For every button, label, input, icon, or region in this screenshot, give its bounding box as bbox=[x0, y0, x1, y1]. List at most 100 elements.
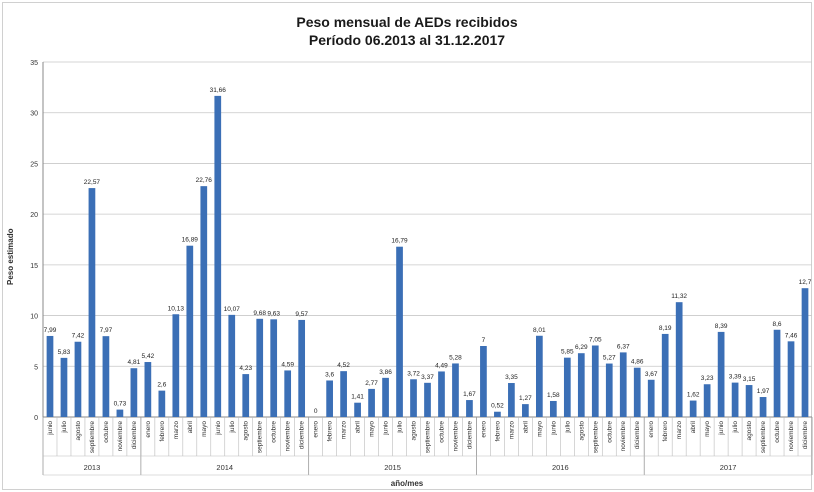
bar bbox=[647, 379, 655, 417]
bar bbox=[144, 362, 152, 417]
x-tick-label: abril bbox=[522, 420, 529, 433]
data-label: 9,68 bbox=[253, 310, 266, 317]
x-tick-label: junio bbox=[383, 421, 390, 436]
x-tick-label: febrero bbox=[327, 421, 334, 442]
bar bbox=[326, 380, 333, 417]
data-label: 7,05 bbox=[589, 336, 602, 343]
x-tick-label: enero bbox=[480, 421, 487, 438]
bar bbox=[577, 353, 585, 417]
x-tick-label: octubre bbox=[103, 421, 110, 443]
data-label: 6,37 bbox=[617, 343, 630, 350]
x-tick-label: abril bbox=[187, 420, 194, 433]
x-tick-label: julio bbox=[229, 421, 236, 434]
data-label: 3,15 bbox=[743, 376, 756, 383]
data-label: 4,52 bbox=[337, 362, 350, 369]
x-tick-label: mayo bbox=[704, 421, 711, 437]
bar bbox=[60, 357, 68, 417]
year-label: 2014 bbox=[216, 463, 233, 472]
bar bbox=[466, 400, 473, 417]
y-tick-label: 25 bbox=[30, 161, 38, 168]
bar bbox=[410, 379, 417, 417]
bar bbox=[703, 384, 711, 417]
data-label: 2,6 bbox=[157, 382, 166, 389]
data-label: 4,49 bbox=[435, 362, 448, 369]
bar bbox=[46, 335, 54, 417]
data-label: 0 bbox=[314, 408, 318, 415]
bar bbox=[396, 246, 403, 417]
x-tick-label: septiembre bbox=[760, 421, 767, 454]
x-tick-label: septiembre bbox=[257, 421, 264, 454]
x-tick-label: febrero bbox=[494, 421, 501, 442]
data-label: 5,85 bbox=[561, 349, 574, 356]
x-axis-label: año/mes bbox=[390, 479, 424, 488]
bar bbox=[801, 288, 809, 417]
x-tick-label: diciembre bbox=[299, 421, 306, 450]
year-label: 2015 bbox=[384, 463, 401, 472]
x-tick-label: octubre bbox=[774, 421, 781, 443]
x-tick-label: julio bbox=[732, 421, 739, 434]
x-tick-label: octubre bbox=[438, 421, 445, 443]
x-tick-label: abril bbox=[690, 420, 697, 433]
y-tick-label: 0 bbox=[34, 415, 38, 422]
data-label: 3,35 bbox=[505, 374, 518, 381]
x-tick-label: julio bbox=[564, 421, 571, 434]
x-tick-label: agosto bbox=[243, 421, 250, 441]
data-label: 5,83 bbox=[58, 349, 71, 356]
data-label: 3,39 bbox=[729, 374, 742, 381]
y-tick-label: 30 bbox=[30, 111, 38, 118]
data-label: 3,37 bbox=[421, 374, 434, 381]
x-tick-label: marzo bbox=[173, 421, 180, 439]
bar bbox=[605, 363, 613, 417]
data-label: 6,29 bbox=[575, 344, 588, 351]
bar bbox=[535, 335, 543, 417]
data-label: 5,42 bbox=[142, 353, 155, 360]
bar bbox=[563, 357, 571, 417]
bar bbox=[340, 371, 347, 417]
bar bbox=[382, 377, 389, 417]
bar bbox=[619, 352, 627, 417]
data-label: 5,27 bbox=[603, 355, 616, 362]
data-label: 12,7 bbox=[799, 279, 812, 286]
bar bbox=[102, 336, 110, 417]
data-label: 0,52 bbox=[491, 403, 504, 410]
data-label: 7,46 bbox=[785, 332, 798, 339]
x-tick-label: marzo bbox=[508, 421, 515, 439]
data-label: 22,76 bbox=[196, 177, 213, 184]
bar bbox=[689, 400, 697, 417]
data-label: 1,58 bbox=[547, 392, 560, 399]
bar bbox=[480, 346, 487, 417]
data-label: 3,72 bbox=[407, 370, 420, 377]
x-tick-label: febrero bbox=[159, 421, 166, 442]
bar bbox=[228, 314, 236, 417]
data-label: 1,27 bbox=[519, 395, 532, 402]
year-label: 2016 bbox=[552, 463, 569, 472]
y-tick-label: 20 bbox=[30, 212, 38, 219]
x-tick-label: junio bbox=[215, 421, 222, 436]
bar bbox=[717, 331, 725, 417]
x-tick-label: julio bbox=[61, 421, 68, 434]
x-tick-label: diciembre bbox=[131, 421, 138, 450]
bar bbox=[424, 382, 431, 417]
bar bbox=[549, 400, 557, 417]
bar bbox=[522, 404, 529, 417]
data-label: 4,81 bbox=[128, 359, 141, 366]
data-label: 1,67 bbox=[463, 391, 476, 398]
x-tick-label: diciembre bbox=[466, 421, 473, 450]
x-tick-label: diciembre bbox=[634, 421, 641, 450]
bar bbox=[368, 388, 375, 417]
bar bbox=[661, 333, 669, 417]
y-tick-label: 10 bbox=[30, 314, 38, 321]
bar bbox=[186, 245, 194, 417]
data-label: 22,57 bbox=[84, 179, 101, 186]
data-label: 9,63 bbox=[267, 310, 280, 317]
bar bbox=[284, 370, 292, 417]
data-label: 7,99 bbox=[44, 327, 57, 334]
x-tick-label: mayo bbox=[536, 421, 543, 437]
bar bbox=[759, 397, 767, 417]
year-label: 2017 bbox=[720, 463, 737, 472]
x-tick-label: marzo bbox=[341, 421, 348, 439]
data-label: 10,07 bbox=[224, 306, 241, 313]
y-tick-label: 15 bbox=[30, 263, 38, 270]
bar bbox=[172, 314, 180, 417]
bar bbox=[214, 95, 222, 418]
